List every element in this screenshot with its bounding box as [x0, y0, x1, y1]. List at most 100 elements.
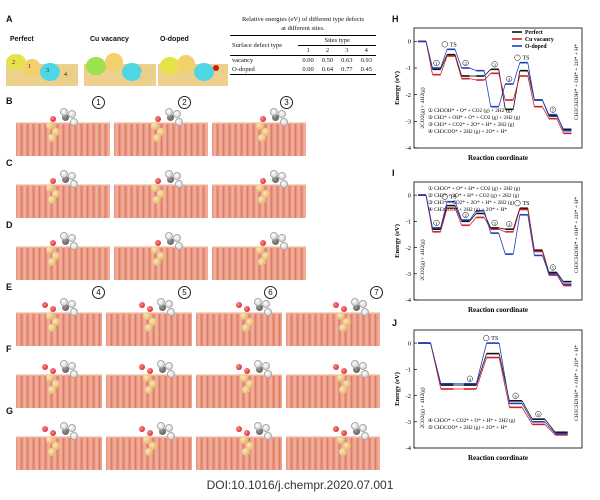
cu-adatom: [262, 190, 270, 198]
structure-render: [286, 294, 380, 346]
oxygen-atom: [147, 430, 153, 436]
carbon-atom: [159, 428, 166, 435]
table-cell: 0.77: [341, 66, 353, 73]
step-label: 3: [494, 62, 497, 67]
hydrogen-atom: [70, 118, 78, 126]
panel-a-surface-models: 1 3 4 2: [6, 53, 228, 86]
step-marker-circle: [462, 211, 469, 219]
reaction-note: ① CH3OH* + O* + CO2 (g) + 2H2 (g): [428, 107, 512, 114]
carbon-atom: [62, 176, 69, 183]
energy-connector: [521, 403, 533, 422]
hydrogen-atom: [60, 232, 68, 240]
cu-adatom: [48, 258, 56, 266]
cu-slab: [286, 437, 380, 470]
cu-adatom: [256, 122, 264, 130]
energy-connector: [498, 83, 506, 107]
step-marker-circle: [491, 219, 498, 226]
hydrogen-atom: [165, 108, 173, 116]
reaction-note: ④ CH3O* + CO2* + O* + H* + 2H2 (g): [428, 417, 516, 424]
table-row: O-doped 0.00 0.64 0.77 0.45: [230, 65, 376, 75]
step-marker-circle: [462, 59, 469, 67]
hydrogen-atom: [278, 110, 286, 118]
step-marker-5: 5: [178, 286, 191, 299]
energy-connector: [527, 62, 535, 101]
table-site-id: 4: [356, 45, 376, 56]
energy-connector: [512, 208, 521, 230]
energy-connector: [469, 210, 477, 221]
hydrogen-atom: [351, 422, 359, 430]
energy-connector: [498, 343, 510, 404]
step-marker-circle: [506, 221, 513, 228]
carbon-atom: [167, 176, 174, 183]
ts-marker-circle: [514, 54, 521, 61]
cu-vacancy-surface-model: [84, 53, 156, 86]
energy-profile-chart-i: 0 -1 -2 -3 -4 Energy (eV) Reaction coordinate 2…: [394, 181, 583, 314]
x-axis-label: Reaction coordinate: [468, 154, 528, 162]
y-tick-label: -1: [406, 219, 411, 226]
hydrogen-atom: [68, 234, 76, 242]
reaction-note: ③ CH3* + CO2* + 2O* + H* + 2H2 (g): [428, 121, 514, 128]
cu-adatom: [262, 128, 270, 136]
defect-energy-table: Surface defect type Sites type 1 2 3 4 v…: [230, 35, 376, 75]
cu-adatom: [242, 386, 250, 394]
hydrogen-atom: [264, 432, 272, 440]
energy-connector: [498, 233, 506, 255]
oxygen-atom: [42, 302, 48, 308]
perfect-surface-model: 1 3 4 2: [6, 54, 78, 86]
cu-adatom: [246, 380, 254, 388]
step-marker-circle: [535, 411, 542, 418]
hydrogen-atom: [173, 110, 181, 118]
energy-connector: [556, 118, 564, 134]
cu-adatom: [242, 324, 250, 332]
y-tick-label: -3: [406, 119, 411, 126]
hydrogen-atom: [60, 108, 68, 116]
cu-adatom: [151, 184, 159, 192]
cu-slab: [16, 247, 110, 280]
y-tick-label: -3: [406, 419, 411, 426]
energy-connector: [475, 353, 487, 386]
energy-connector: [440, 55, 448, 75]
carbon-atom: [62, 304, 69, 311]
carbon-atom: [159, 366, 166, 373]
cu-adatom: [258, 258, 266, 266]
oxygen-atom: [50, 430, 56, 436]
hydrogen-atom: [70, 432, 78, 440]
oxygen-atom: [333, 302, 339, 308]
y-tick-label: -2: [406, 245, 411, 252]
hydrogen-atom: [262, 362, 270, 370]
end-state-label: CH3CH2OH* + OH* + 2O* + H*: [574, 197, 580, 273]
energy-connector: [512, 62, 521, 85]
energy-connector: [469, 67, 477, 72]
step-marker-circle: [549, 106, 556, 113]
start-state-label: 2CO2(g) + 4H2(g): [419, 387, 426, 428]
energy-connector: [483, 70, 492, 107]
step-marker-circle: [433, 219, 440, 226]
energy-connector: [440, 54, 448, 70]
energy-connector: [475, 343, 487, 384]
energy-connector: [542, 106, 550, 119]
cu-adatom: [157, 128, 165, 136]
oxygen-atom: [139, 426, 145, 432]
cu-adatom: [256, 184, 264, 192]
cu-slab: [16, 123, 110, 156]
cu-adatom: [343, 442, 351, 450]
cu-slab: [196, 375, 282, 408]
table-row: vacancy 0.00 0.50 0.63 0.93: [230, 55, 376, 66]
oxygen-atom: [50, 240, 56, 246]
step-marker-circle: [433, 59, 440, 67]
hydrogen-atom: [167, 432, 175, 440]
hydrogen-atom: [70, 370, 78, 378]
step-label: 4: [508, 77, 511, 82]
carbon-atom: [353, 366, 360, 373]
step-marker-circle: [491, 61, 498, 68]
structure-render: [212, 104, 306, 156]
structure-render: [106, 294, 192, 346]
cu-adatom: [48, 196, 56, 204]
cu-adatom: [52, 380, 60, 388]
energy-connector: [454, 201, 463, 221]
hydrogen-atom: [359, 300, 367, 308]
step-label: 4: [469, 377, 472, 382]
structure-render: [114, 104, 208, 156]
carbon-atom: [159, 304, 166, 311]
legend-entry: Cu vacancy: [525, 37, 554, 43]
